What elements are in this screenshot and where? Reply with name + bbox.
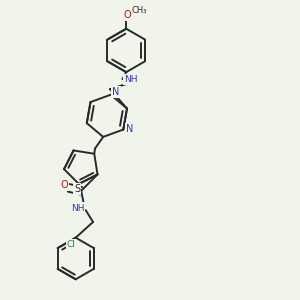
Text: S: S <box>74 184 80 194</box>
Text: NH: NH <box>124 75 138 84</box>
Text: Cl: Cl <box>67 240 76 249</box>
Text: O: O <box>60 180 68 190</box>
Text: N: N <box>112 87 120 98</box>
Text: NH: NH <box>71 203 84 212</box>
Text: N: N <box>126 124 134 134</box>
Text: O: O <box>124 10 131 20</box>
Text: CH₃: CH₃ <box>132 5 147 14</box>
